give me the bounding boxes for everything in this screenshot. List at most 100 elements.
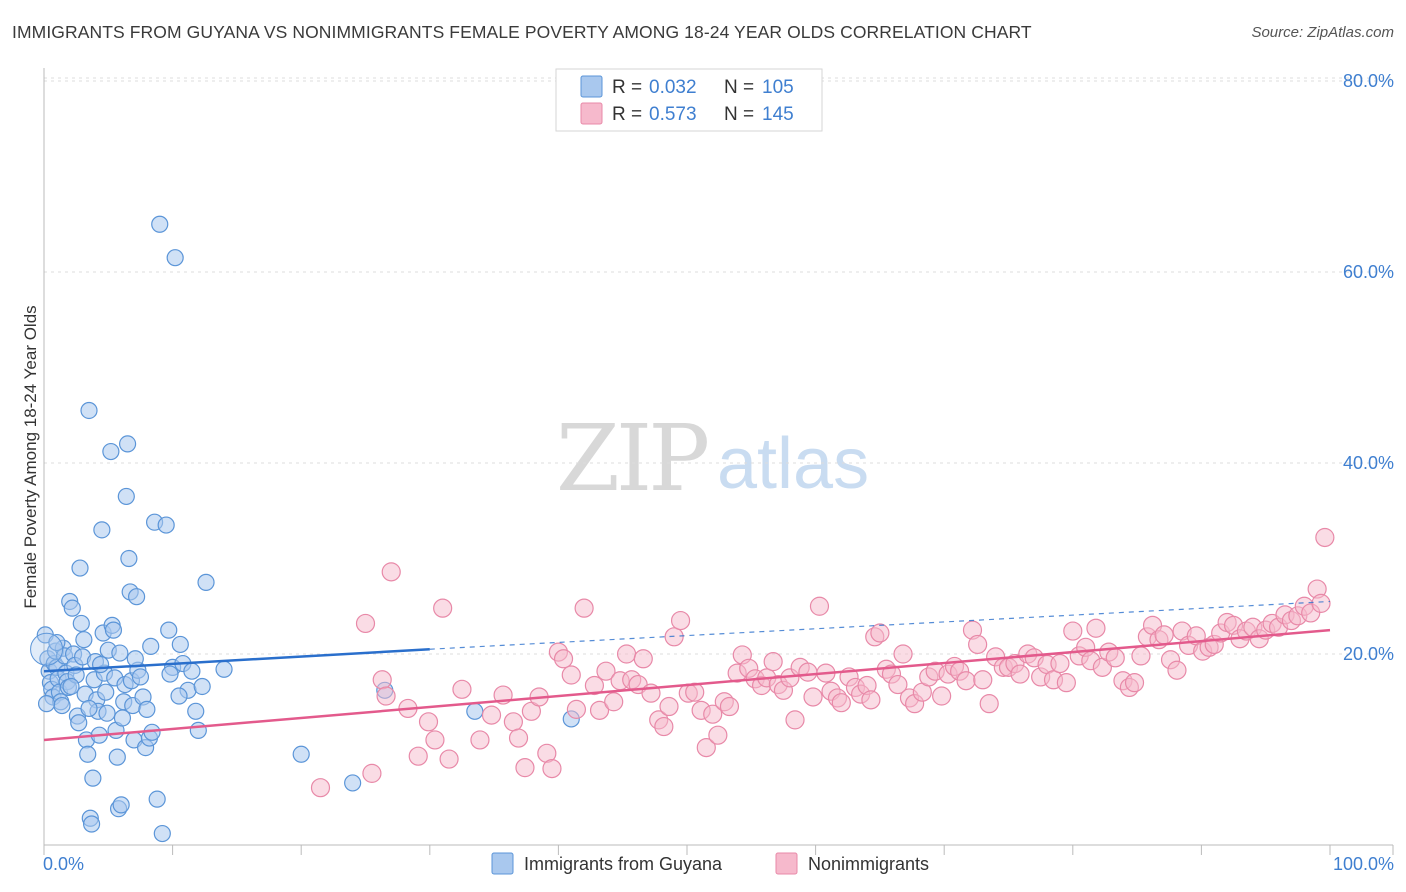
point-nonimmigrants-1 [355, 613, 376, 634]
point-nonimmigrants-57 [763, 652, 783, 672]
point-guyana-104 [183, 662, 201, 680]
point-guyana-76 [160, 621, 178, 639]
axes [43, 68, 1394, 855]
point-nonimmigrants-124 [1167, 660, 1187, 680]
point-nonimmigrants-63 [798, 662, 818, 682]
series-legend: Immigrants from Guyana Nonimmigrants [491, 852, 929, 875]
point-nonimmigrants-30 [596, 661, 616, 681]
point-guyana-78 [166, 249, 184, 267]
point-nonimmigrants-40 [659, 696, 679, 717]
point-nonimmigrants-76 [870, 623, 890, 643]
point-guyana-48 [104, 621, 123, 639]
point-guyana-102 [161, 665, 179, 683]
series-immigrants-from-guyana [30, 215, 580, 843]
point-nonimmigrants-61 [785, 710, 805, 730]
point-nonimmigrants-99 [1010, 664, 1030, 684]
point-nonimmigrants-94 [979, 694, 999, 714]
point-nonimmigrants-8 [418, 712, 439, 732]
point-guyana-63 [127, 588, 146, 606]
legend-n-label-pink: N = [724, 104, 754, 125]
point-nonimmigrants-64 [803, 687, 823, 707]
point-nonimmigrants-26 [566, 699, 587, 719]
point-guyana-25 [72, 614, 90, 633]
x-tick-label-min: 0.0% [43, 854, 84, 874]
point-guyana-74 [153, 824, 171, 843]
point-guyana-46 [102, 442, 120, 461]
point-guyana-94 [48, 633, 66, 652]
trend-lines [43, 600, 1331, 742]
point-nonimmigrants-36 [633, 649, 653, 669]
bottom-legend-label-blue: Immigrants from Guyana [524, 854, 723, 874]
point-guyana-44 [98, 704, 116, 722]
point-guyana-103 [170, 687, 188, 705]
point-nonimmigrants-106 [1056, 673, 1076, 693]
y-tick-labels: 20.0% 40.0% 60.0% 80.0% [1343, 71, 1394, 664]
y-tick-label-60: 60.0% [1343, 262, 1394, 282]
point-guyana-97 [91, 655, 110, 674]
bottom-legend-swatch-pink [775, 852, 798, 875]
y-tick-label-80: 80.0% [1343, 71, 1394, 91]
legend-n-value-blue: 105 [762, 77, 794, 98]
point-guyana-82 [187, 702, 205, 720]
point-guyana-98 [111, 644, 129, 662]
point-guyana-56 [117, 487, 135, 506]
point-nonimmigrants-148 [1315, 527, 1335, 548]
bottom-legend-label-pink: Nonimmigrants [808, 854, 929, 874]
point-nonimmigrants-18 [515, 758, 535, 778]
point-guyana-88 [344, 774, 362, 792]
point-nonimmigrants-13 [470, 730, 490, 750]
point-nonimmigrants-47 [703, 704, 723, 724]
point-nonimmigrants-117 [1124, 673, 1145, 693]
point-guyana-18 [63, 599, 81, 617]
bottom-legend-swatch-blue [491, 852, 514, 875]
legend-swatch-blue [580, 75, 603, 98]
legend-n-value-pink: 145 [762, 104, 794, 125]
legend-r-value-blue: 0.032 [649, 77, 697, 98]
point-nonimmigrants-28 [584, 675, 605, 696]
y-axis-label: Female Poverty Among 18-24 Year Olds [21, 305, 40, 608]
point-nonimmigrants-122 [1154, 625, 1174, 645]
point-guyana-24 [71, 559, 89, 577]
x-tick-label-max: 100.0% [1333, 854, 1394, 874]
point-guyana-31 [80, 401, 98, 420]
point-nonimmigrants-92 [968, 634, 988, 655]
point-guyana-23 [70, 714, 88, 732]
point-guyana-53 [112, 796, 130, 814]
point-nonimmigrants-11 [439, 749, 459, 769]
point-nonimmigrants-107 [1063, 621, 1083, 641]
point-nonimmigrants-80 [893, 644, 913, 664]
point-nonimmigrants-16 [503, 712, 523, 732]
stats-legend: R = 0.032 N = 105 R = 0.573 N = 145 [555, 68, 823, 132]
point-nonimmigrants-7 [408, 746, 428, 766]
watermark-atlas: atlas [717, 424, 869, 504]
point-nonimmigrants-31 [604, 692, 624, 712]
point-guyana-96 [80, 699, 98, 718]
point-nonimmigrants-111 [1086, 618, 1106, 638]
point-guyana-68 [138, 700, 156, 718]
legend-r-label-pink: R = [612, 104, 642, 125]
point-nonimmigrants-50 [719, 696, 740, 717]
point-guyana-large [30, 632, 64, 666]
trendline-nonimmigrants [43, 628, 1331, 742]
point-nonimmigrants-46 [696, 737, 716, 758]
point-guyana-30 [79, 745, 97, 763]
point-nonimmigrants-114 [1105, 648, 1125, 668]
point-guyana-79 [171, 635, 189, 654]
point-nonimmigrants-79 [888, 674, 908, 695]
legend-swatch-pink [580, 102, 603, 125]
point-nonimmigrants-10 [433, 598, 453, 618]
point-nonimmigrants-24 [553, 649, 574, 669]
legend-r-label-blue: R = [612, 77, 642, 98]
point-guyana-65 [131, 668, 150, 686]
trendline-guyana-extension [429, 600, 1331, 650]
point-nonimmigrants-4 [376, 686, 396, 706]
point-nonimmigrants-14 [481, 705, 502, 725]
point-nonimmigrants-27 [574, 598, 594, 618]
point-nonimmigrants-12 [452, 679, 472, 699]
point-nonimmigrants-2 [362, 763, 382, 783]
point-guyana-99 [113, 709, 132, 727]
series-nonimmigrants [310, 527, 1335, 798]
point-nonimmigrants-5 [381, 562, 401, 582]
point-guyana-34 [84, 769, 102, 787]
